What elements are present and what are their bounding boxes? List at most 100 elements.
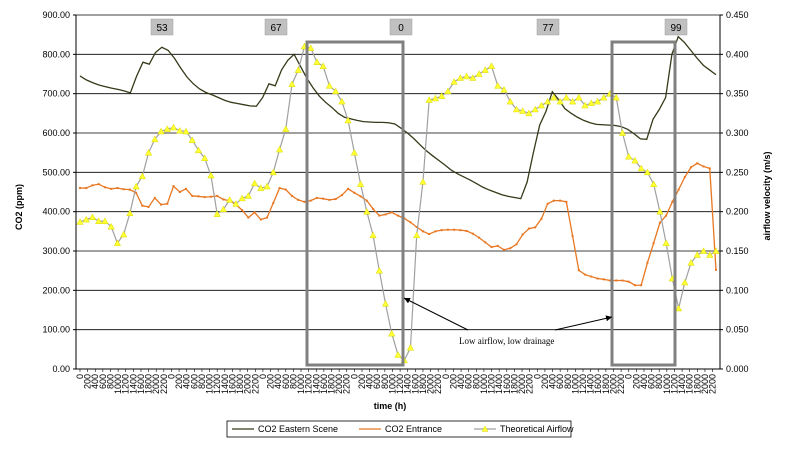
x-tick-label: 0 bbox=[441, 374, 451, 379]
series-point bbox=[552, 199, 555, 202]
x-tick-label: 1800 bbox=[601, 374, 611, 394]
y-tick-label: 700.00 bbox=[42, 89, 70, 99]
x-tick-label: 2200 bbox=[525, 374, 535, 394]
series-point bbox=[440, 229, 443, 232]
series-point bbox=[232, 200, 240, 207]
series-point bbox=[263, 182, 271, 190]
series-point bbox=[322, 197, 325, 200]
series-point bbox=[275, 145, 284, 153]
x-tick-label: 1000 bbox=[662, 374, 672, 394]
series-point bbox=[328, 198, 331, 201]
top-label: 77 bbox=[542, 23, 554, 34]
series-point bbox=[88, 213, 97, 220]
annotation-text: Low airflow, low drainage bbox=[459, 336, 554, 346]
series-point bbox=[151, 135, 159, 143]
x-tick-label: 400 bbox=[365, 374, 375, 389]
series-point bbox=[122, 188, 125, 191]
series-point bbox=[284, 188, 287, 191]
series-point bbox=[369, 231, 377, 239]
series-point bbox=[646, 261, 649, 264]
series-point bbox=[95, 217, 103, 224]
series-point bbox=[169, 123, 178, 131]
series-point bbox=[602, 278, 605, 281]
x-tick-label: 400 bbox=[456, 374, 466, 389]
series-point bbox=[135, 191, 138, 194]
legend-label: Theoretical Airflow bbox=[500, 424, 574, 434]
y-tick-label: 800.00 bbox=[42, 49, 70, 59]
x-tick-label: 600 bbox=[372, 374, 382, 389]
y-tick-label: 300.00 bbox=[42, 246, 70, 256]
series-point bbox=[506, 97, 514, 105]
series-point bbox=[213, 210, 221, 217]
series-point bbox=[531, 105, 539, 113]
series-point bbox=[715, 268, 717, 271]
series-point bbox=[662, 239, 670, 246]
series-group bbox=[76, 35, 720, 364]
series-point bbox=[160, 203, 163, 206]
series-point bbox=[618, 129, 627, 136]
x-tick-label: 1400 bbox=[220, 374, 230, 394]
series-point bbox=[469, 74, 477, 81]
series-point bbox=[315, 196, 318, 199]
series-theoretical-airflow bbox=[76, 42, 720, 364]
top-label: 53 bbox=[156, 23, 168, 34]
top-label: 99 bbox=[670, 23, 682, 34]
x-tick-label: 2200 bbox=[159, 374, 169, 394]
series-point bbox=[600, 93, 608, 101]
y-right-tick-label: 0.250 bbox=[726, 167, 749, 177]
series-point bbox=[687, 259, 695, 266]
series-point bbox=[674, 304, 683, 312]
x-tick-label: 200 bbox=[83, 374, 93, 389]
series-point bbox=[494, 82, 502, 89]
series-point bbox=[525, 109, 533, 117]
series-point bbox=[590, 275, 593, 278]
x-tick-label: 1400 bbox=[677, 374, 687, 394]
series-point bbox=[627, 280, 630, 283]
series-point bbox=[182, 127, 190, 135]
series-point bbox=[596, 277, 599, 280]
x-tick-label: 200 bbox=[266, 374, 276, 389]
series-point bbox=[615, 279, 618, 282]
series-point bbox=[244, 192, 252, 199]
legend-label: CO2 Entrance bbox=[385, 424, 442, 434]
series-point bbox=[419, 178, 427, 185]
series-point bbox=[375, 266, 383, 274]
series-point bbox=[113, 239, 122, 246]
top-labels: 53 67 0 77 99 bbox=[150, 18, 688, 36]
series-point bbox=[671, 200, 674, 203]
series-point bbox=[415, 226, 418, 229]
series-point bbox=[147, 205, 150, 208]
series-point bbox=[201, 154, 209, 161]
y-right-tick-label: 0.000 bbox=[726, 364, 749, 374]
series-line bbox=[80, 162, 717, 286]
series-point bbox=[347, 187, 350, 190]
series-point bbox=[191, 194, 194, 197]
series-point bbox=[706, 251, 714, 258]
x-tick-label: 200 bbox=[357, 374, 367, 389]
series-point bbox=[462, 72, 471, 80]
series-point bbox=[82, 215, 90, 223]
x-tick-label: 2200 bbox=[616, 374, 626, 394]
series-point bbox=[406, 344, 415, 351]
series-point bbox=[637, 164, 645, 172]
series-point bbox=[394, 351, 402, 358]
series-point bbox=[431, 94, 440, 102]
series-point bbox=[612, 93, 620, 101]
series-point bbox=[537, 101, 546, 109]
series-point bbox=[540, 217, 543, 220]
series-point bbox=[216, 194, 219, 197]
x-tick-label: 1200 bbox=[304, 374, 314, 394]
x-tick-label: 1800 bbox=[327, 374, 337, 394]
series-point bbox=[340, 194, 343, 197]
y-axis-title: CO2 (ppm) bbox=[14, 184, 24, 230]
x-tick-label: 400 bbox=[548, 374, 558, 389]
series-point bbox=[496, 244, 499, 247]
series-point bbox=[282, 125, 290, 132]
x-tick-label: 2000 bbox=[334, 374, 344, 394]
x-tick-label: 1200 bbox=[578, 374, 588, 394]
series-point bbox=[294, 66, 302, 73]
x-tick-label: 0 bbox=[166, 374, 176, 379]
x-tick-label: 1400 bbox=[311, 374, 321, 394]
series-point bbox=[144, 148, 153, 156]
x-tick-label: 400 bbox=[182, 374, 192, 389]
